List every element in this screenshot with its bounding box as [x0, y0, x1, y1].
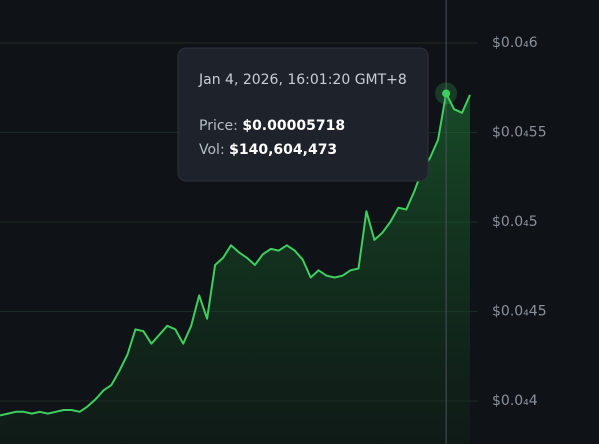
vol-label: Vol:	[199, 142, 225, 158]
price-value: $0.00005718	[242, 118, 345, 134]
y-tick-label: $0.0₄6	[492, 35, 538, 51]
tooltip: Jan 4, 2026, 16:01:20 GMT+8 Price: $0.00…	[177, 47, 429, 182]
y-tick-label: $0.0₄5	[492, 214, 538, 230]
plot	[0, 0, 471, 444]
y-tick-label: $0.0₄4	[492, 393, 538, 409]
tooltip-box	[177, 47, 429, 182]
vol-value: $140,604,473	[229, 142, 337, 158]
tooltip-vol: Vol: $140,604,473	[199, 142, 337, 158]
y-axis: $0.0₄6 $0.0₄55 $0.0₄5 $0.0₄45 $0.0₄4	[492, 35, 547, 409]
hover-point	[442, 89, 451, 98]
tooltip-price: Price: $0.00005718	[199, 118, 345, 134]
area	[0, 93, 470, 444]
price-label: Price:	[199, 118, 238, 134]
y-tick-label: $0.0₄55	[492, 124, 547, 140]
price-line	[0, 92, 471, 417]
y-tick-label: $0.0₄45	[492, 304, 547, 320]
tooltip-date: Jan 4, 2026, 16:01:20 GMT+8	[198, 72, 407, 88]
